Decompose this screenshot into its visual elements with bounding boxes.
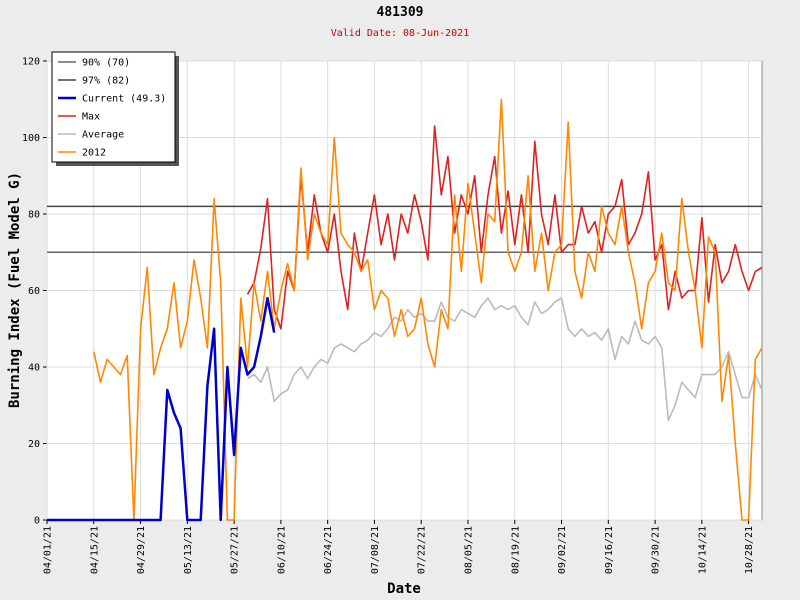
x-tick-label: 09/16/21 [604,526,615,574]
y-tick-label: 100 [22,133,40,144]
chart-subtitle: Valid Date: 08-Jun-2021 [331,28,469,39]
legend-label: Average [82,130,124,141]
legend-label: Max [82,112,100,123]
chart-title: 481309 [377,5,424,20]
y-tick-label: 60 [28,286,40,297]
x-tick-label: 10/14/21 [697,526,708,574]
series-line [247,297,763,422]
x-tick-label: 05/13/21 [183,526,194,574]
y-axis-label: Burning Index (Fuel Model G) [7,172,23,408]
x-tick-label: 04/01/21 [43,526,54,574]
y-tick-label: 20 [28,439,40,450]
x-tick-label: 05/27/21 [230,526,241,574]
x-tick-label: 08/19/21 [510,526,521,574]
lines [47,98,763,522]
legend-label: 90% (70) [82,58,130,69]
x-axis-label: Date [387,581,421,597]
y-tick-label: 0 [34,516,40,527]
y-tick-label: 40 [28,363,40,374]
x-tick-label: 07/08/21 [370,526,381,574]
legend-label: 97% (82) [82,76,130,87]
x-tick-label: 04/29/21 [136,526,147,574]
y-tick-label: 80 [28,210,40,221]
x-tick-label: 09/30/21 [651,526,662,574]
x-tick-label: 04/15/21 [89,526,100,574]
y-tick-label: 120 [22,57,40,68]
series-line [93,98,763,521]
x-tick-label: 07/22/21 [417,526,428,574]
x-tick-label: 09/02/21 [557,526,568,574]
x-tick-label: 06/24/21 [323,526,334,574]
grid: 0 20 40 60 80 100 120 04/01/21 04/15/21 04/29/21 0… [22,57,762,574]
x-tick-label: 08/05/21 [463,526,474,574]
legend: 90% (70) 97% (82) Current (49.3) Max Average… [51,51,179,166]
legend-label: 2012 [82,148,106,159]
legend-label: Current (49.3) [82,94,166,105]
x-tick-label: 10/28/21 [744,526,755,574]
legend-box [51,51,176,163]
series-line [47,296,276,522]
x-tick-label: 06/10/21 [276,526,287,574]
